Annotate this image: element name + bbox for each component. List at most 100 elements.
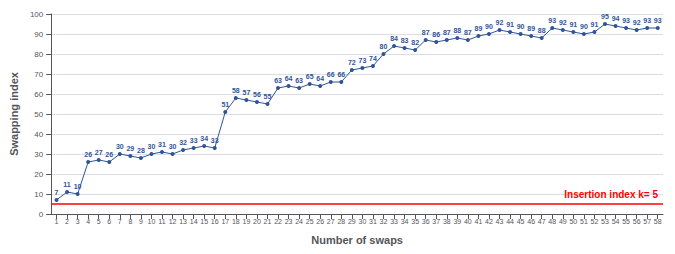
svg-text:65: 65 xyxy=(306,73,314,80)
svg-text:38: 38 xyxy=(443,218,451,225)
svg-text:55: 55 xyxy=(264,93,272,100)
svg-text:89: 89 xyxy=(527,25,535,32)
svg-text:22: 22 xyxy=(274,218,282,225)
svg-text:41: 41 xyxy=(475,218,483,225)
svg-text:12: 12 xyxy=(169,218,177,225)
svg-text:37: 37 xyxy=(432,218,440,225)
svg-text:72: 72 xyxy=(348,59,356,66)
svg-text:94: 94 xyxy=(612,15,620,22)
svg-text:84: 84 xyxy=(390,35,398,42)
svg-text:35: 35 xyxy=(411,218,419,225)
svg-text:31: 31 xyxy=(369,218,377,225)
svg-text:49: 49 xyxy=(559,218,567,225)
svg-text:44: 44 xyxy=(506,218,514,225)
svg-text:31: 31 xyxy=(158,141,166,148)
svg-text:20: 20 xyxy=(34,170,43,179)
svg-text:21: 21 xyxy=(264,218,272,225)
svg-text:83: 83 xyxy=(401,37,409,44)
svg-text:57: 57 xyxy=(643,218,651,225)
svg-text:42: 42 xyxy=(485,218,493,225)
svg-text:30: 30 xyxy=(116,143,124,150)
svg-text:63: 63 xyxy=(295,77,303,84)
svg-text:86: 86 xyxy=(432,31,440,38)
svg-text:23: 23 xyxy=(285,218,293,225)
svg-text:29: 29 xyxy=(348,218,356,225)
svg-text:30: 30 xyxy=(34,150,43,159)
svg-text:5: 5 xyxy=(97,218,101,225)
svg-text:64: 64 xyxy=(285,75,293,82)
svg-text:40: 40 xyxy=(464,218,472,225)
svg-text:53: 53 xyxy=(601,218,609,225)
svg-text:10: 10 xyxy=(34,190,43,199)
svg-text:43: 43 xyxy=(496,218,504,225)
svg-text:51: 51 xyxy=(580,218,588,225)
svg-text:30: 30 xyxy=(169,143,177,150)
svg-text:46: 46 xyxy=(527,218,535,225)
svg-text:10: 10 xyxy=(74,183,82,190)
svg-text:29: 29 xyxy=(126,145,134,152)
svg-text:27: 27 xyxy=(327,218,335,225)
svg-text:92: 92 xyxy=(559,19,567,26)
svg-text:Insertion index k= 5: Insertion index k= 5 xyxy=(564,189,658,200)
svg-text:90: 90 xyxy=(517,23,525,30)
svg-text:33: 33 xyxy=(190,137,198,144)
svg-text:56: 56 xyxy=(633,218,641,225)
svg-text:7: 7 xyxy=(118,218,122,225)
svg-text:17: 17 xyxy=(221,218,229,225)
svg-text:58: 58 xyxy=(654,218,662,225)
svg-text:60: 60 xyxy=(34,90,43,99)
svg-text:1: 1 xyxy=(55,218,59,225)
svg-text:90: 90 xyxy=(34,30,43,39)
svg-text:Swapping index: Swapping index xyxy=(8,71,20,156)
svg-text:58: 58 xyxy=(232,87,240,94)
svg-text:91: 91 xyxy=(591,21,599,28)
svg-text:87: 87 xyxy=(443,29,451,36)
svg-text:27: 27 xyxy=(95,149,103,156)
svg-text:74: 74 xyxy=(369,55,377,62)
svg-text:33: 33 xyxy=(211,137,219,144)
svg-text:87: 87 xyxy=(464,29,472,36)
svg-text:20: 20 xyxy=(253,218,261,225)
svg-text:39: 39 xyxy=(453,218,461,225)
svg-text:93: 93 xyxy=(622,17,630,24)
svg-text:66: 66 xyxy=(327,71,335,78)
svg-text:Number of swaps: Number of swaps xyxy=(311,234,403,246)
svg-text:100: 100 xyxy=(30,10,44,19)
svg-text:92: 92 xyxy=(496,19,504,26)
svg-text:93: 93 xyxy=(643,17,651,24)
svg-text:87: 87 xyxy=(422,29,430,36)
svg-text:50: 50 xyxy=(34,110,43,119)
svg-text:34: 34 xyxy=(200,135,208,142)
svg-text:55: 55 xyxy=(622,218,630,225)
svg-text:80: 80 xyxy=(380,43,388,50)
svg-text:33: 33 xyxy=(390,218,398,225)
svg-text:15: 15 xyxy=(200,218,208,225)
svg-text:92: 92 xyxy=(633,19,641,26)
svg-text:25: 25 xyxy=(306,218,314,225)
svg-text:3: 3 xyxy=(76,218,80,225)
svg-text:19: 19 xyxy=(242,218,250,225)
svg-text:6: 6 xyxy=(107,218,111,225)
svg-text:28: 28 xyxy=(337,218,345,225)
svg-text:88: 88 xyxy=(453,27,461,34)
svg-text:66: 66 xyxy=(337,71,345,78)
svg-text:90: 90 xyxy=(485,23,493,30)
svg-text:8: 8 xyxy=(128,218,132,225)
svg-text:2: 2 xyxy=(65,218,69,225)
svg-text:16: 16 xyxy=(211,218,219,225)
svg-text:73: 73 xyxy=(358,57,366,64)
svg-text:95: 95 xyxy=(601,13,609,20)
svg-text:48: 48 xyxy=(548,218,556,225)
svg-text:0: 0 xyxy=(39,210,44,219)
svg-text:32: 32 xyxy=(380,218,388,225)
svg-text:26: 26 xyxy=(84,151,92,158)
svg-text:93: 93 xyxy=(654,17,662,24)
svg-text:91: 91 xyxy=(569,21,577,28)
svg-text:30: 30 xyxy=(358,218,366,225)
svg-text:50: 50 xyxy=(569,218,577,225)
svg-text:30: 30 xyxy=(148,143,156,150)
svg-text:89: 89 xyxy=(475,25,483,32)
svg-text:18: 18 xyxy=(232,218,240,225)
svg-text:93: 93 xyxy=(548,17,556,24)
svg-text:11: 11 xyxy=(158,218,165,225)
